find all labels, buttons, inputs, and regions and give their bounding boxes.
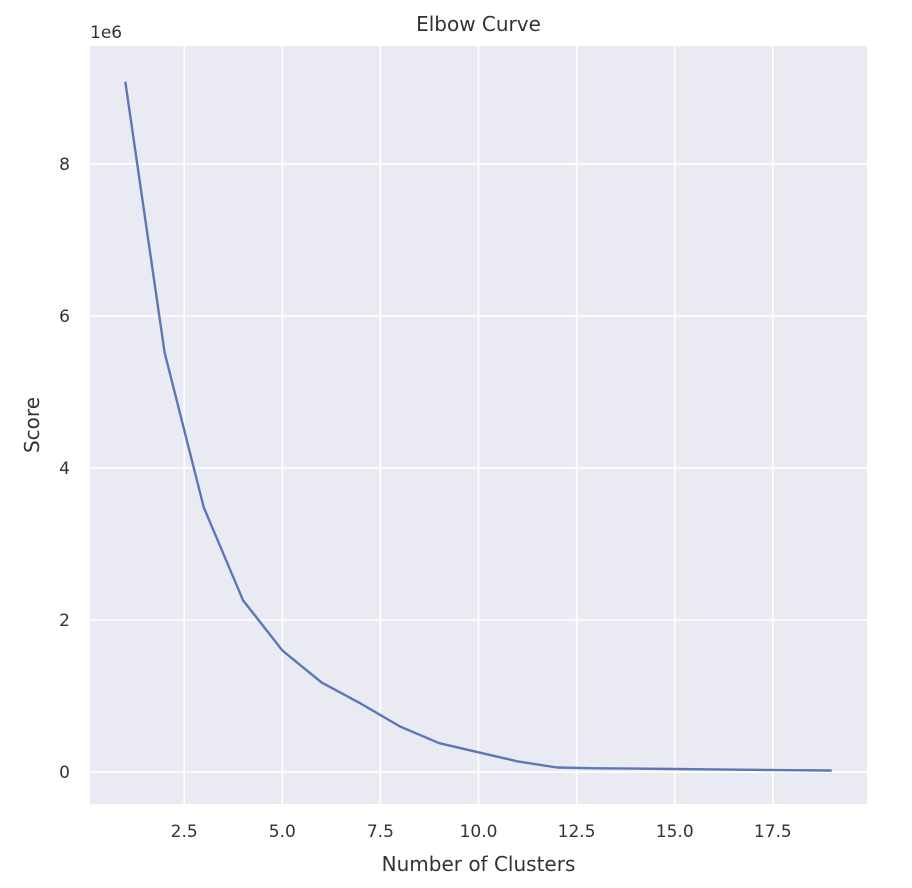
grid-lines (90, 46, 867, 804)
y-axis-title: Score (20, 397, 44, 453)
y-tick-label: 2 (59, 611, 70, 631)
x-tick-labels: 2.5 5.0 7.5 10.0 12.5 15.0 17.5 (171, 822, 792, 842)
y-tick-label: 0 (59, 763, 70, 783)
x-tick-label: 5.0 (269, 822, 296, 842)
x-tick-label: 10.0 (460, 822, 498, 842)
x-tick-label: 7.5 (367, 822, 394, 842)
y-tick-label: 8 (59, 155, 70, 175)
x-tick-label: 17.5 (754, 822, 792, 842)
y-tick-label: 6 (59, 307, 70, 327)
x-axis-title: Number of Clusters (382, 852, 576, 876)
y-axis-offset-label: 1e6 (90, 23, 122, 43)
series-layer (124, 81, 832, 772)
chart-title: Elbow Curve (416, 12, 541, 36)
series-line (124, 81, 832, 772)
y-tick-label: 4 (59, 459, 70, 479)
x-tick-label: 15.0 (656, 822, 694, 842)
x-tick-label: 12.5 (558, 822, 596, 842)
x-tick-label: 2.5 (171, 822, 198, 842)
y-tick-labels: 0 2 4 6 8 (59, 155, 70, 783)
